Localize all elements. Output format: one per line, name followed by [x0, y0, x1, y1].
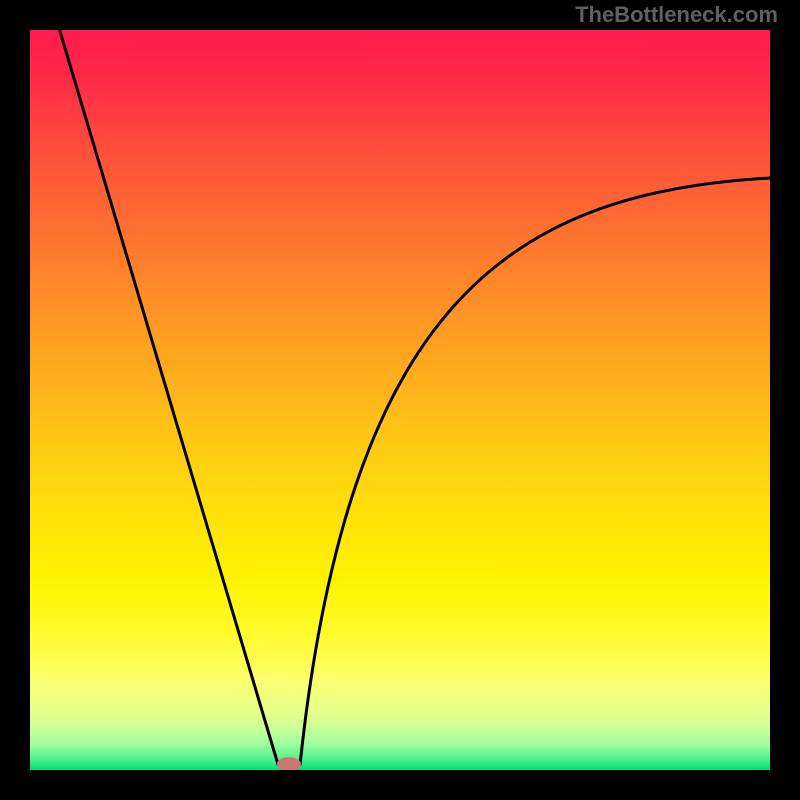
watermark-text: TheBottleneck.com	[575, 2, 778, 28]
chart-background	[30, 30, 770, 770]
bottleneck-chart	[30, 30, 770, 770]
